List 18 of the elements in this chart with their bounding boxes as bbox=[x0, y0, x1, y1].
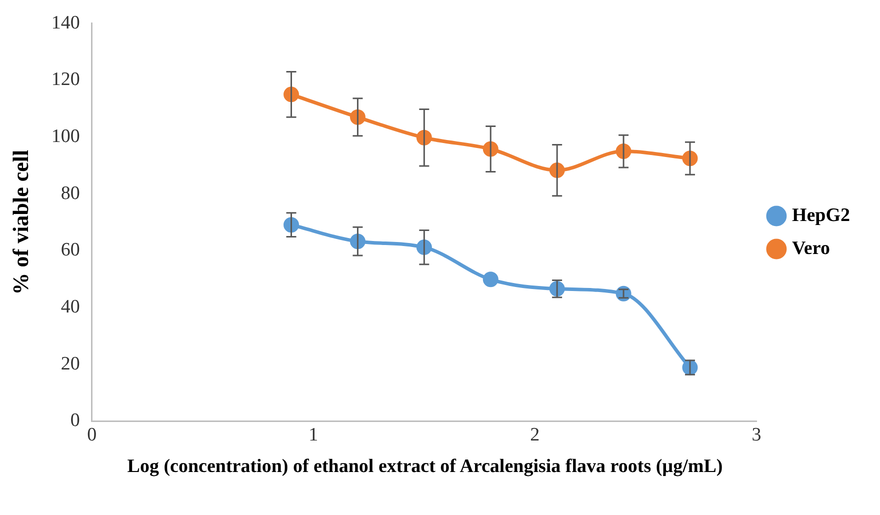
point bbox=[482, 272, 498, 288]
y-tick-label: 0 bbox=[70, 410, 80, 432]
x-tick-label: 3 bbox=[752, 424, 762, 446]
x-tick-label: 2 bbox=[530, 424, 540, 446]
y-tick-label: 40 bbox=[60, 296, 80, 318]
x-tick-label: 0 bbox=[87, 424, 97, 446]
x-tick-label: 1 bbox=[308, 424, 318, 446]
y-tick-label: 20 bbox=[60, 353, 80, 374]
y-tick-label: 60 bbox=[60, 240, 80, 261]
y-tick-label: 140 bbox=[51, 12, 80, 34]
y-tick-label: 120 bbox=[51, 69, 80, 90]
x-axis-title: Log (concentration) of ethanol extract of Arcalengisia flava roots (µg/mL) bbox=[126, 455, 724, 479]
y-tick-label: 100 bbox=[51, 126, 80, 148]
legend-label: HepG2 bbox=[792, 204, 850, 226]
legend-label: Vero bbox=[792, 238, 830, 259]
y-axis-title: % of viable cell bbox=[8, 150, 33, 295]
point bbox=[616, 286, 632, 302]
y-tick-label: 80 bbox=[60, 182, 80, 204]
